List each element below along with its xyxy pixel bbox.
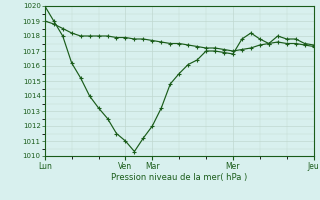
X-axis label: Pression niveau de la mer( hPa ): Pression niveau de la mer( hPa ) — [111, 173, 247, 182]
